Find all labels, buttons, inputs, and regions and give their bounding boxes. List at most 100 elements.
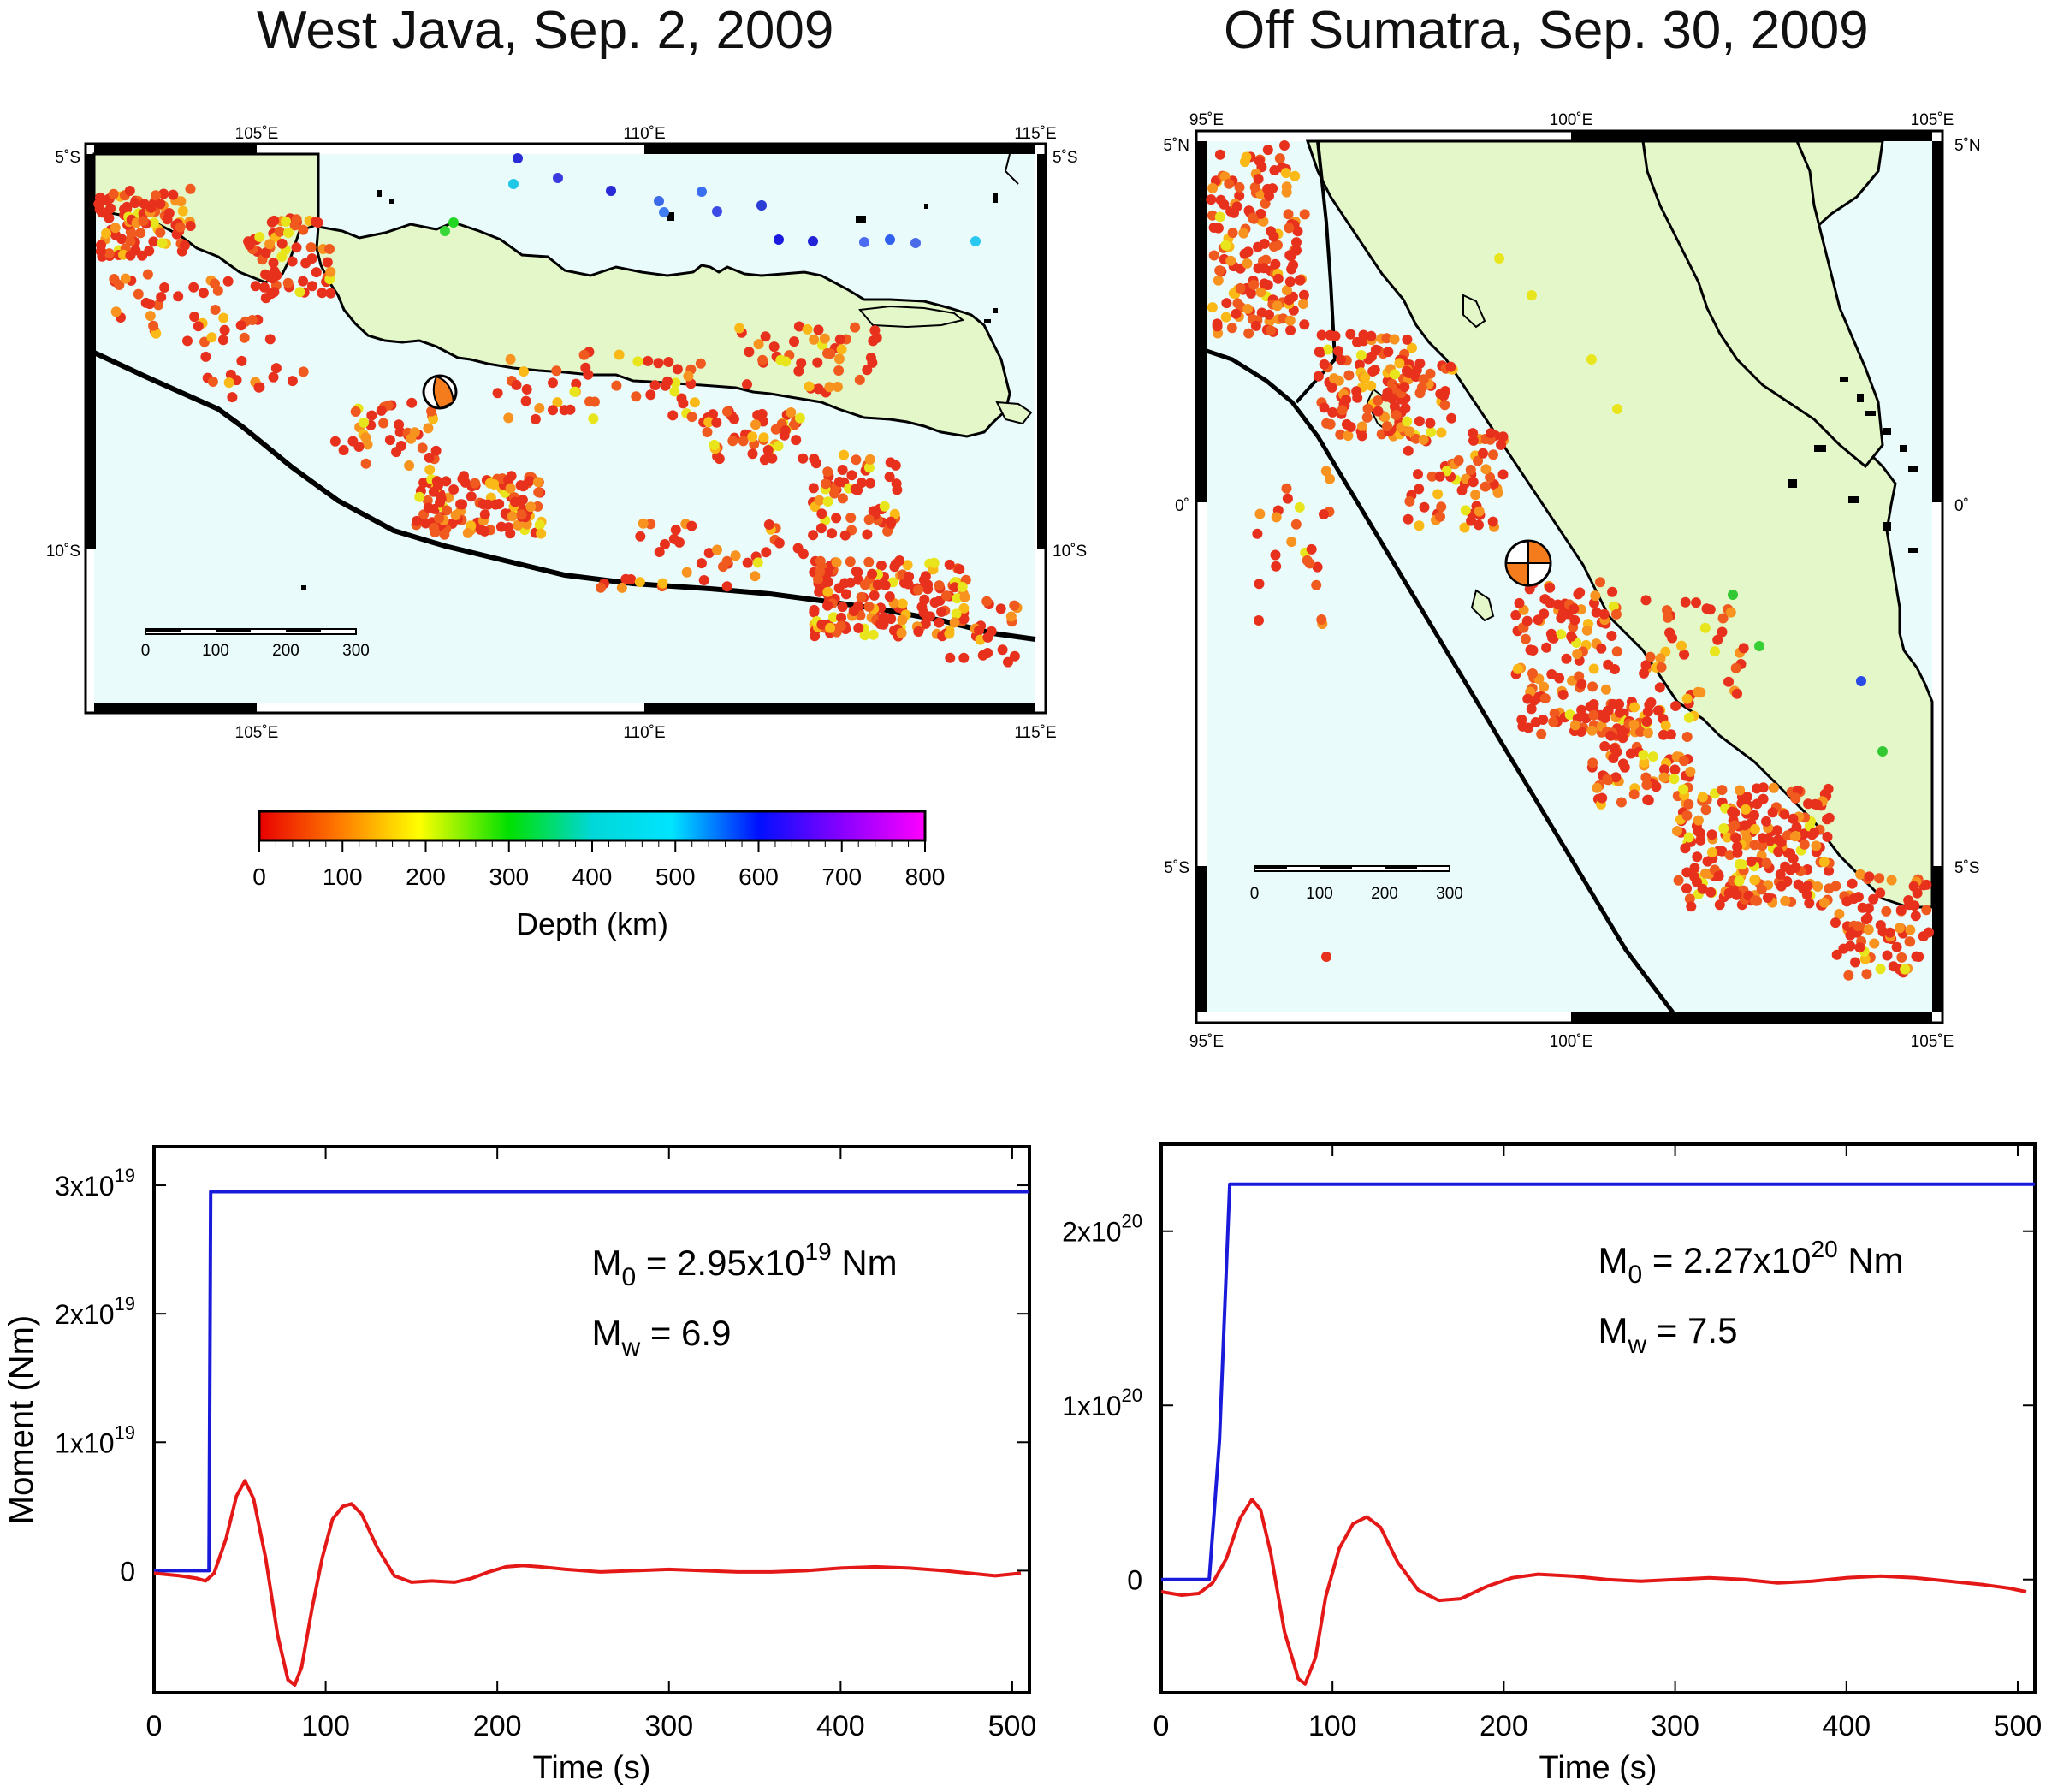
earthquake-dot	[890, 559, 901, 569]
earthquake-dot	[1638, 750, 1649, 761]
earthquake-dot	[815, 555, 826, 567]
earthquake-dot	[712, 206, 722, 217]
earthquake-dot	[1735, 785, 1746, 796]
earthquake-dot	[145, 299, 156, 310]
earthquake-dot	[1416, 383, 1427, 394]
earthquake-dot	[244, 240, 255, 251]
earthquake-dot	[1403, 513, 1414, 525]
earthquake-dot	[606, 186, 616, 196]
earthquake-dot	[1286, 537, 1297, 548]
earthquake-dot	[1809, 828, 1820, 838]
earthquake-dot	[1332, 346, 1343, 357]
earthquake-dot	[254, 232, 265, 242]
earthquake-dot	[479, 509, 490, 520]
earthquake-dot	[569, 386, 580, 397]
earthquake-dot	[1824, 865, 1835, 876]
earthquake-dot	[95, 246, 106, 257]
earthquake-dot	[1804, 898, 1815, 909]
earthquake-dot	[325, 266, 336, 277]
earthquake-dot	[1214, 149, 1225, 160]
earthquake-dot	[1514, 597, 1525, 608]
earthquake-dot	[142, 269, 153, 280]
earthquake-dot	[949, 617, 960, 628]
earthquake-dot	[1701, 603, 1712, 614]
earthquake-dot	[1628, 789, 1640, 800]
depth-colorbar	[258, 810, 927, 842]
earthquake-dot	[1262, 145, 1273, 156]
earthquake-dot	[1875, 887, 1886, 899]
earthquake-dot	[259, 282, 270, 293]
earthquake-dot	[1713, 870, 1724, 881]
earthquake-dot	[1246, 288, 1256, 299]
earthquake-dot	[904, 571, 915, 582]
earthquake-dot	[1741, 804, 1751, 815]
earthquake-dot	[1266, 226, 1277, 237]
earthquake-dot	[809, 334, 820, 345]
earthquake-dot	[417, 442, 428, 454]
earthquake-dot	[670, 377, 681, 389]
earthquake-dot	[455, 499, 466, 510]
earthquake-dot	[1336, 354, 1346, 365]
earthquake-dot	[663, 357, 674, 367]
earthquake-dot	[695, 358, 706, 369]
frame-bar	[1932, 141, 1942, 502]
earthquake-dot	[1319, 402, 1330, 413]
earthquake-dot	[1818, 897, 1830, 908]
earthquake-dot	[552, 397, 563, 408]
earthquake-dot	[1722, 832, 1733, 843]
earthquake-dot	[756, 200, 767, 211]
earthquake-dot	[1485, 472, 1496, 483]
earthquake-dot	[1522, 693, 1533, 704]
earthquake-dot	[1717, 626, 1728, 638]
earthquake-dot	[721, 581, 732, 592]
y-tick-label: 1x1020	[1062, 1385, 1142, 1421]
earthquake-dot	[1352, 392, 1363, 403]
earthquake-dot	[1436, 427, 1447, 438]
earthquake-dot	[1517, 721, 1528, 732]
earthquake-dot	[1213, 223, 1224, 234]
earthquake-dot	[1754, 641, 1764, 651]
earthquake-dot	[1863, 903, 1874, 914]
earthquake-dot	[1904, 936, 1915, 947]
earthquake-dot	[760, 331, 771, 342]
earthquake-dot	[1639, 668, 1650, 679]
earthquake-dot	[1608, 753, 1619, 763]
bottom-tick-label: 110˚E	[623, 724, 665, 742]
earthquake-dot	[218, 312, 229, 323]
earthquake-dot	[1226, 323, 1237, 334]
earthquake-dot	[548, 377, 558, 389]
moment-chart-west-java: 0 100 200 300 400 500 Time (s) 0 1x1019 2x1019 3x1…	[3, 1145, 1036, 1786]
earthquake-dot	[730, 550, 741, 561]
earthquake-dot	[1647, 751, 1658, 762]
earthquake-dot	[845, 513, 857, 524]
earthquake-dot	[934, 617, 945, 628]
earthquake-dot	[1862, 912, 1873, 923]
earthquake-dot	[1260, 198, 1271, 209]
earthquake-dot	[448, 484, 460, 495]
earthquake-dot	[697, 187, 707, 197]
earthquake-dot	[423, 423, 434, 434]
earthquake-dot	[1730, 833, 1741, 844]
earthquake-dot	[1665, 729, 1676, 740]
earthquake-dot	[1545, 582, 1556, 593]
earthquake-dot	[1496, 439, 1507, 450]
earthquake-dot	[1250, 320, 1261, 331]
earthquake-dot	[207, 377, 218, 387]
earthquake-dot	[819, 333, 830, 344]
earthquake-dot	[1652, 705, 1663, 716]
title-west-java: West Java, Sep. 2, 2009	[257, 1, 834, 60]
earthquake-dot	[1547, 632, 1558, 644]
earthquake-dot	[1265, 325, 1276, 336]
earthquake-dot	[298, 276, 309, 287]
earthquake-dot	[1330, 330, 1341, 341]
earthquake-dot	[1220, 240, 1231, 251]
earthquake-dot	[466, 491, 477, 502]
earthquake-dot	[940, 590, 952, 602]
earthquake-dot	[924, 611, 935, 622]
earthquake-dot	[442, 505, 453, 516]
borneo-coast	[1004, 153, 1019, 185]
earthquake-dot	[1438, 390, 1450, 401]
earthquake-dot	[839, 449, 850, 460]
earthquake-dot	[1663, 612, 1673, 623]
earthquake-dot	[616, 582, 627, 593]
